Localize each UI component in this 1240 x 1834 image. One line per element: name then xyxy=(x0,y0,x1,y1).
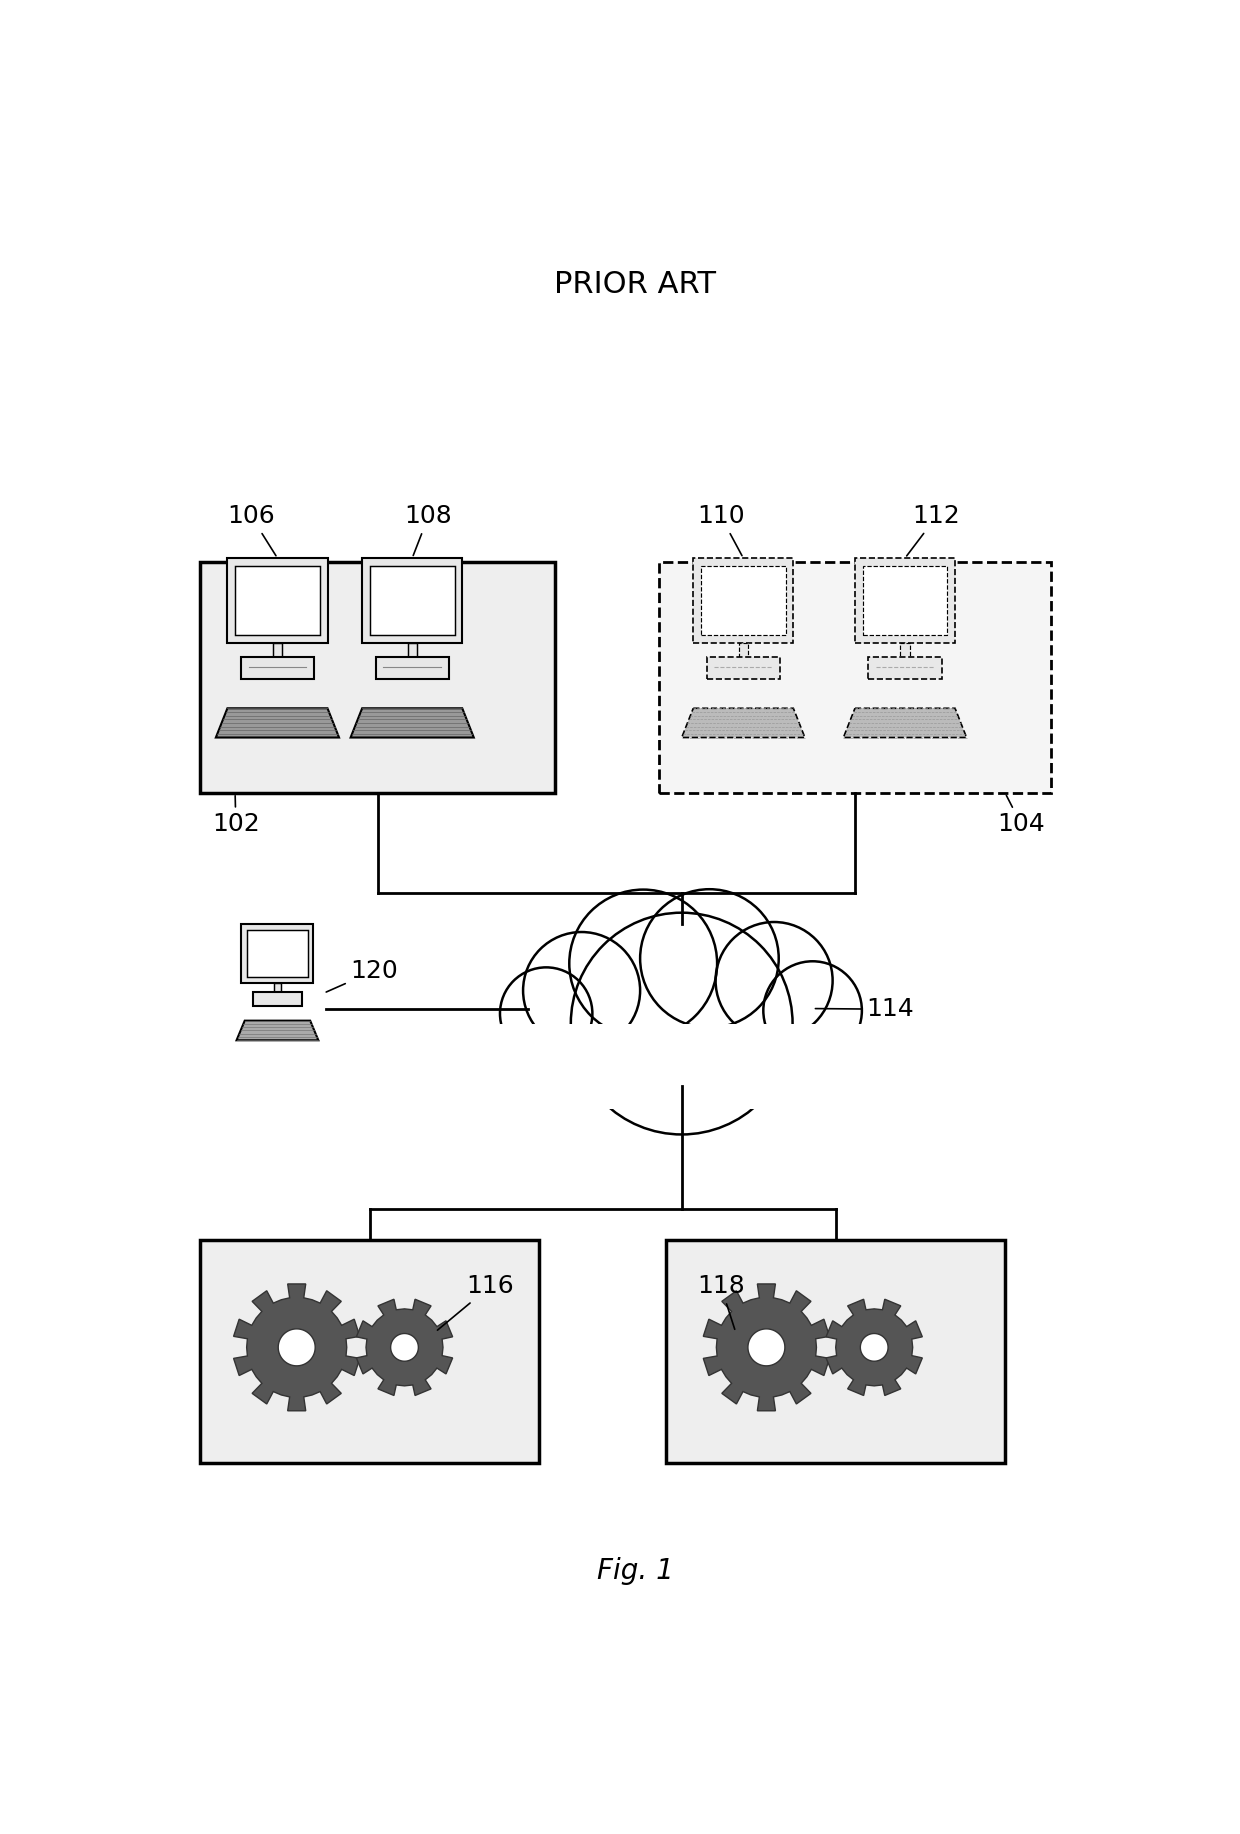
Polygon shape xyxy=(861,1333,888,1361)
Polygon shape xyxy=(278,1330,315,1366)
Bar xyxy=(693,558,794,642)
Polygon shape xyxy=(391,1333,418,1361)
Bar xyxy=(236,567,320,635)
Bar xyxy=(739,642,748,658)
Circle shape xyxy=(764,961,862,1060)
Text: 104: 104 xyxy=(997,796,1045,836)
Bar xyxy=(274,983,280,994)
Polygon shape xyxy=(216,708,339,737)
Text: 110: 110 xyxy=(697,504,745,556)
Bar xyxy=(701,567,786,635)
Bar xyxy=(500,1023,863,1110)
Bar xyxy=(253,992,303,1007)
Bar xyxy=(201,1240,539,1464)
Circle shape xyxy=(569,889,717,1038)
Bar xyxy=(247,930,308,978)
Circle shape xyxy=(523,932,640,1049)
Text: 112: 112 xyxy=(906,504,961,556)
Bar xyxy=(376,657,449,679)
Text: 120: 120 xyxy=(326,959,398,992)
Bar xyxy=(658,561,1052,792)
Circle shape xyxy=(500,967,593,1060)
Polygon shape xyxy=(703,1284,830,1410)
Text: 108: 108 xyxy=(404,504,453,556)
Text: 102: 102 xyxy=(212,796,259,836)
Text: Fig. 1: Fig. 1 xyxy=(598,1557,673,1585)
Polygon shape xyxy=(826,1298,923,1396)
Polygon shape xyxy=(237,1022,319,1040)
Polygon shape xyxy=(233,1284,360,1410)
Bar xyxy=(242,924,314,983)
Text: PRIOR ART: PRIOR ART xyxy=(554,270,717,299)
Bar xyxy=(900,642,910,658)
Circle shape xyxy=(715,923,832,1040)
Polygon shape xyxy=(351,708,474,737)
Circle shape xyxy=(640,889,779,1027)
Bar xyxy=(227,558,327,642)
Bar xyxy=(868,657,941,679)
Text: 116: 116 xyxy=(438,1275,513,1330)
Bar xyxy=(408,642,417,658)
Bar xyxy=(241,657,314,679)
Polygon shape xyxy=(682,708,805,737)
Bar xyxy=(666,1240,1006,1464)
Text: 114: 114 xyxy=(816,998,914,1022)
Bar xyxy=(201,561,554,792)
Text: 118: 118 xyxy=(697,1275,745,1330)
Circle shape xyxy=(570,913,792,1135)
Bar xyxy=(854,558,955,642)
Bar xyxy=(370,567,455,635)
Bar xyxy=(362,558,463,642)
Bar xyxy=(273,642,281,658)
Bar xyxy=(863,567,947,635)
Text: 106: 106 xyxy=(227,504,277,556)
Polygon shape xyxy=(748,1330,785,1366)
Polygon shape xyxy=(356,1298,453,1396)
Bar xyxy=(707,657,780,679)
Polygon shape xyxy=(843,708,967,737)
